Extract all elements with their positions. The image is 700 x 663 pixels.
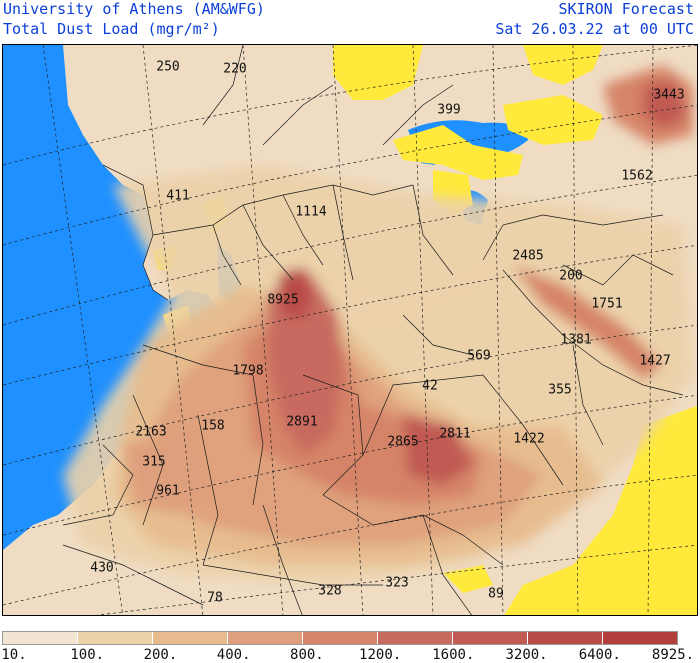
map-value-label: 78 — [207, 590, 223, 606]
legend-ticks: 10. 100. 200. 400. 800. 1200. 1600. 3200. 6400. 8… — [0, 647, 700, 663]
map-value-label: 1562 — [621, 168, 653, 184]
forecast-title: SKIRON Forecast — [558, 0, 694, 18]
legend-swatch — [453, 632, 528, 644]
legend-tick-label: 3200. — [505, 647, 548, 663]
map-value-label: 2485 — [512, 248, 544, 264]
map-value-label: 328 — [318, 583, 342, 599]
legend-swatch — [78, 632, 153, 644]
map-value-label: 569 — [467, 348, 491, 364]
legend-swatch — [528, 632, 603, 644]
legend-tick-label: 200. — [143, 647, 178, 663]
borders — [62, 45, 684, 615]
forecast-time: Sat 26.03.22 at 00 UTC — [495, 20, 694, 38]
legend-swatch — [228, 632, 303, 644]
map-value-label: 8925 — [267, 292, 299, 308]
map-value-label: 200 — [559, 268, 583, 284]
map-value-label: 1114 — [295, 204, 327, 220]
map-value-label: 411 — [166, 188, 190, 204]
legend-tick-label: 8925. — [651, 647, 695, 663]
map-value-label: 323 — [385, 575, 409, 591]
map-value-label: 220 — [223, 61, 247, 77]
map-value-label: 1798 — [232, 363, 264, 379]
legend-tick-label: 1200. — [359, 647, 402, 663]
legend-swatch — [3, 632, 78, 644]
map-value-label: 250 — [156, 59, 180, 75]
map-value-label: 2163 — [135, 424, 167, 440]
map-value-label: 315 — [142, 454, 166, 470]
legend-swatch — [153, 632, 228, 644]
map-value-label: 2891 — [286, 414, 318, 430]
variable-title: Total Dust Load (mgr/m²) — [3, 20, 220, 38]
map-value-label: 158 — [201, 418, 225, 434]
map-value-label: 1381 — [560, 332, 592, 348]
legend-tick-label: 1600. — [432, 647, 475, 663]
map-value-label: 355 — [548, 382, 572, 398]
dust-map: 250 220 399 3443 1562 411 1114 2485 200 … — [2, 44, 698, 616]
map-value-label: 42 — [422, 378, 438, 394]
map-value-label: 430 — [90, 560, 114, 576]
map-value-label: 2811 — [439, 426, 471, 442]
dust-layers — [63, 65, 693, 585]
legend-tick-label: 100. — [70, 647, 105, 663]
legend-tick-label: 400. — [216, 647, 251, 663]
map-value-label: 3443 — [653, 87, 685, 103]
legend-swatch — [303, 632, 378, 644]
map-value-label: 399 — [437, 102, 461, 118]
map-value-label: 89 — [488, 586, 504, 602]
map-value-label: 1751 — [591, 296, 623, 312]
map-value-label: 961 — [156, 483, 180, 499]
legend-tick-label: 800. — [290, 647, 324, 663]
legend-swatch — [603, 632, 677, 644]
legend-tick-label: 10. — [1, 647, 27, 663]
map-value-label: 1422 — [513, 431, 545, 447]
legend-tick-label: 6400. — [578, 647, 621, 663]
map-value-label: 1427 — [639, 353, 671, 369]
institution-title: University of Athens (AM&WFG) — [3, 0, 265, 18]
map-value-label: 2865 — [387, 434, 419, 450]
color-legend — [2, 631, 678, 645]
legend-swatch — [378, 632, 453, 644]
graticule — [3, 45, 697, 615]
